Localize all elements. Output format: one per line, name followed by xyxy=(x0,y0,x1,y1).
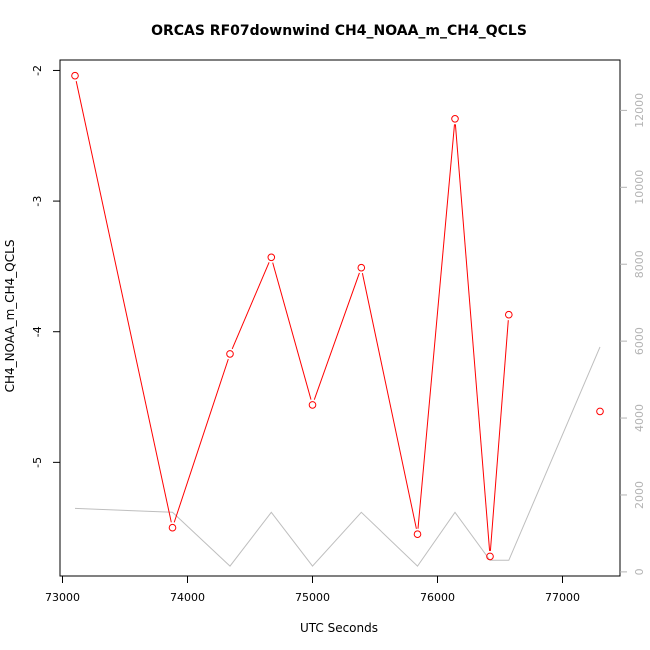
red-series-point xyxy=(357,263,366,272)
red-series-point xyxy=(308,401,317,409)
right-y-axis: 0 2000 4000 6000 8000 10000 12000 xyxy=(620,93,646,575)
red-series-segment xyxy=(272,262,312,400)
y-axis: -5 -4 -3 -2 xyxy=(31,65,60,468)
x-tick-label: 75000 xyxy=(295,591,330,604)
red-series-point xyxy=(486,552,494,561)
red-series-segment xyxy=(454,124,491,551)
x-axis: 73000 74000 75000 76000 77000 xyxy=(45,576,580,604)
x-tick-label: 77000 xyxy=(545,591,580,604)
y2-tick-label: 8000 xyxy=(633,250,646,278)
red-series-point xyxy=(168,523,177,532)
red-series-segment xyxy=(173,358,229,523)
y-tick-label: -5 xyxy=(31,457,44,468)
red-series-point xyxy=(596,407,604,416)
red-series-point xyxy=(451,115,459,123)
red-series-segment xyxy=(75,80,172,523)
y2-tick-label: 6000 xyxy=(633,327,646,355)
red-series-point xyxy=(226,350,234,358)
y2-tick-label: 2000 xyxy=(633,481,646,509)
y-tick-label: -2 xyxy=(31,65,44,76)
y2-tick-label: 4000 xyxy=(633,404,646,432)
plot-frame xyxy=(59,59,621,577)
gray-series-line xyxy=(74,346,601,567)
red-series-point xyxy=(505,310,513,319)
y-axis-label: CH4_NOAA_m_CH4_QCLS xyxy=(3,240,17,393)
y2-tick-label: 10000 xyxy=(633,170,646,205)
y-tick-label: -4 xyxy=(31,326,44,337)
red-series-point xyxy=(71,71,79,80)
red-series-segment xyxy=(313,272,360,400)
x-axis-label: UTC Seconds xyxy=(300,621,378,635)
red-series-segment xyxy=(489,320,509,551)
red-series-point xyxy=(267,253,276,262)
series-layer xyxy=(71,71,604,567)
y2-tick-label: 12000 xyxy=(633,93,646,128)
red-series-segment xyxy=(361,272,417,529)
chart-title: ORCAS RF07downwind CH4_NOAA_m_CH4_QCLS xyxy=(151,23,527,39)
red-series-segment xyxy=(417,124,455,529)
x-tick-label: 73000 xyxy=(45,591,80,604)
y-tick-label: -3 xyxy=(31,196,44,207)
red-series-point xyxy=(413,530,422,539)
y2-tick-label: 0 xyxy=(633,568,646,575)
x-tick-label: 74000 xyxy=(170,591,205,604)
red-series-segment xyxy=(231,262,270,350)
x-tick-label: 76000 xyxy=(420,591,455,604)
